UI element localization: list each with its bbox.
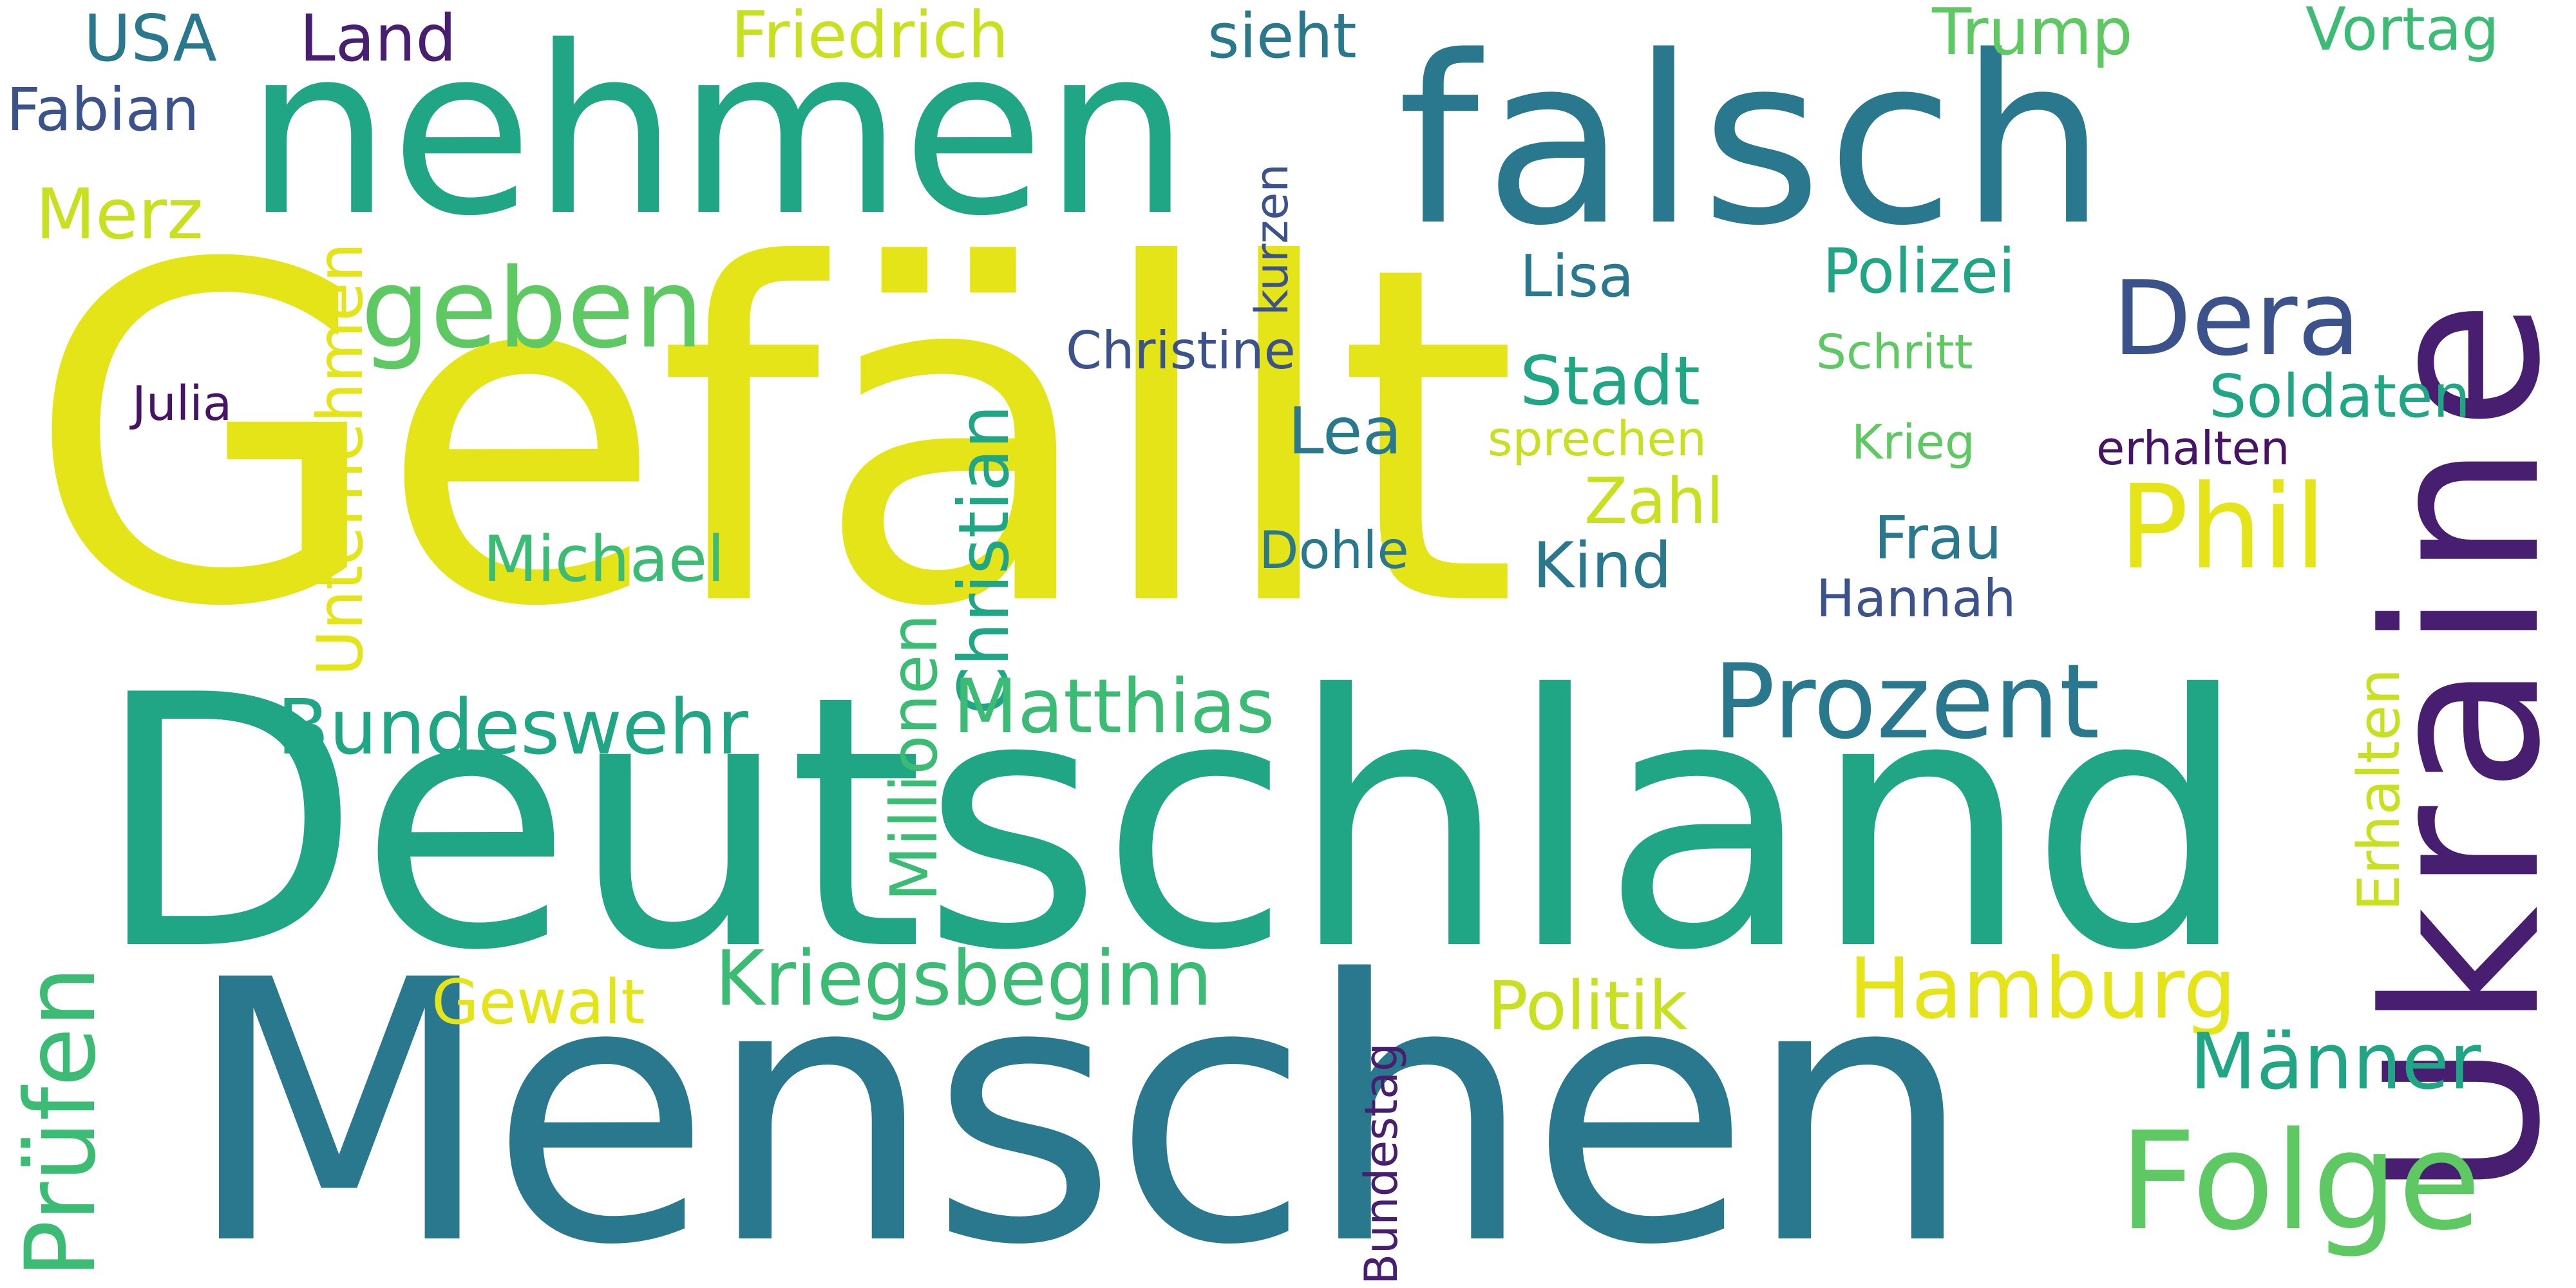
word-dera: Dera [2112, 258, 2361, 379]
word-erhalten-vertical: Erhalten [2345, 668, 2413, 911]
word-folge: Folge [2119, 1103, 2481, 1260]
word-trump: Trump [1932, 0, 2133, 70]
word-gewalt: Gewalt [431, 967, 645, 1038]
word-polizei: Polizei [1823, 236, 2016, 307]
word-sieht: sieht [1208, 1, 1357, 72]
word-phil: Phil [2119, 460, 2327, 595]
word-land: Land [299, 1, 457, 76]
word-falsch: falsch [1397, 6, 2112, 276]
word-lea: Lea [1288, 393, 1402, 469]
word-zahl: Zahl [1584, 465, 1724, 538]
word-krieg: Krieg [1852, 415, 1976, 470]
word-geben: geben [361, 245, 704, 373]
word-millionen: Millionen [876, 614, 952, 902]
word-usa: USA [84, 1, 217, 76]
word-hamburg: Hamburg [1848, 940, 2237, 1037]
word-pruefen: Prüfen [5, 966, 117, 1278]
word-kriegsbeginn: Kriegsbeginn [715, 934, 1213, 1023]
word-bundestag: Bundestag [1355, 1043, 1408, 1285]
word-politik: Politik [1488, 967, 1688, 1045]
word-unternehmen: Unternehmen [304, 242, 377, 676]
word-kurzen: kurzen [1245, 164, 1298, 316]
word-soldaten: Soldaten [2209, 362, 2471, 431]
word-menschen: Menschen [184, 904, 1975, 1288]
word-vortag: Vortag [2306, 0, 2499, 64]
word-nehmen: nehmen [245, 0, 1190, 267]
word-sprechen: sprechen [1488, 412, 1707, 467]
word-schritt: Schritt [1816, 325, 1973, 380]
word-gefaellt: Gefällt [26, 168, 1519, 708]
word-michael: Michael [483, 523, 725, 596]
word-stadt: Stadt [1520, 342, 1700, 421]
word-kind: Kind [1533, 529, 1672, 603]
word-fabian: Fabian [6, 75, 200, 144]
word-julia: Julia [132, 376, 232, 431]
word-erhalten: erhalten [2096, 421, 2290, 475]
word-hannah: Hannah [1816, 569, 2016, 629]
word-merz: Merz [35, 175, 204, 255]
word-christine: Christine [1066, 321, 1296, 381]
word-deutschland: Deutschland [93, 622, 2249, 1027]
word-dohle: Dohle [1259, 520, 1409, 580]
word-friedrich: Friedrich [731, 0, 1009, 73]
word-lisa: Lisa [1520, 243, 1634, 310]
word-matthias: Matthias [953, 663, 1275, 750]
word-bundeswehr: Bundeswehr [277, 683, 748, 772]
word-maenner: Männer [2190, 1018, 2481, 1107]
word-prozent: Prozent [1713, 641, 2100, 762]
word-frau: Frau [1874, 504, 2002, 573]
